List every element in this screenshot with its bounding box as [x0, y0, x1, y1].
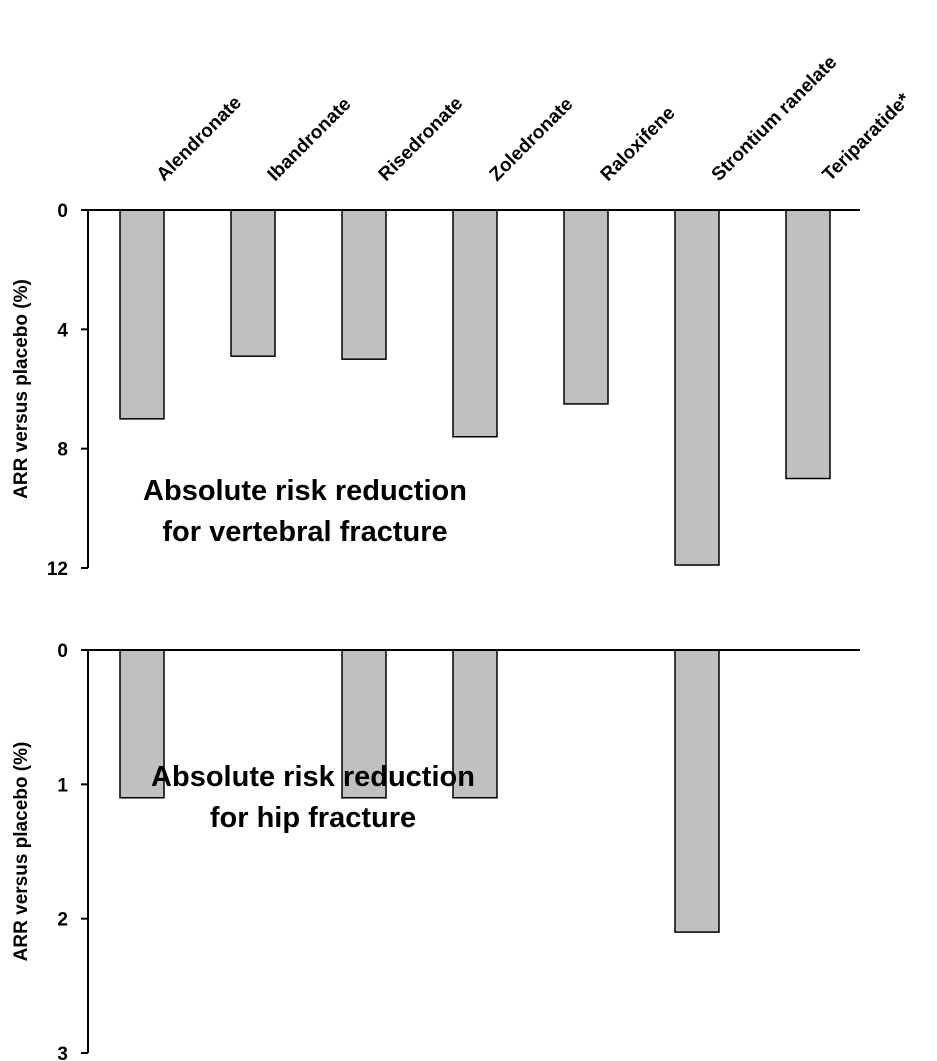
y-tick-label: 12	[47, 559, 68, 580]
bar-raloxifene	[563, 209, 609, 405]
category-label-strontium-ranelate: Strontium ranelate	[708, 52, 842, 186]
y-axis-title: ARR versus placebo (%)	[11, 279, 32, 499]
bar-zoledronate	[452, 209, 498, 438]
category-label-teriparatide: Teriparatide*	[819, 89, 915, 185]
chart-annotation-line: for vertebral fracture	[162, 516, 447, 548]
bar-ibandronate	[230, 209, 276, 357]
category-label-alendronate: Alendronate	[153, 92, 246, 185]
bar-risedronate	[341, 649, 387, 799]
bar-strontium-ranelate	[674, 209, 720, 566]
chart-annotation-line: Absolute risk reduction	[151, 761, 475, 793]
y-tick-label: 2	[57, 910, 68, 931]
y-tick-label: 3	[57, 1044, 68, 1061]
y-tick-label: 0	[57, 641, 68, 662]
y-axis-title: ARR versus placebo (%)	[11, 742, 32, 962]
category-labels: Alendronate Ibandronate Risedronate Zoledro…	[153, 52, 915, 186]
y-tick-label: 4	[57, 320, 68, 341]
bar-zoledronate	[452, 649, 498, 799]
y-tick-label: 8	[57, 440, 68, 461]
category-label-ibandronate: Ibandronate	[264, 94, 356, 186]
y-tick-label: 0	[57, 201, 68, 222]
bar-teriparatide	[785, 209, 831, 480]
y-tick-label: 1	[57, 775, 68, 796]
chart-annotation-line: for hip fracture	[210, 802, 416, 834]
category-label-zoledronate: Zoledronate	[486, 94, 578, 186]
category-label-risedronate: Risedronate	[375, 93, 467, 185]
bar-strontium-ranelate	[674, 649, 720, 933]
bar-alendronate	[119, 209, 165, 420]
chart-annotation-line: Absolute risk reduction	[143, 475, 467, 507]
bar-alendronate	[119, 649, 165, 799]
category-label-raloxifene: Raloxifene	[597, 103, 680, 186]
bar-risedronate	[341, 209, 387, 360]
vertebral-fracture-panel: 0 4 8 12 ARR versus placebo (%) Absolute risk…	[11, 201, 860, 580]
hip-fracture-panel: 0 1 2 3 ARR versus placebo (%) Absolute risk …	[11, 641, 860, 1061]
